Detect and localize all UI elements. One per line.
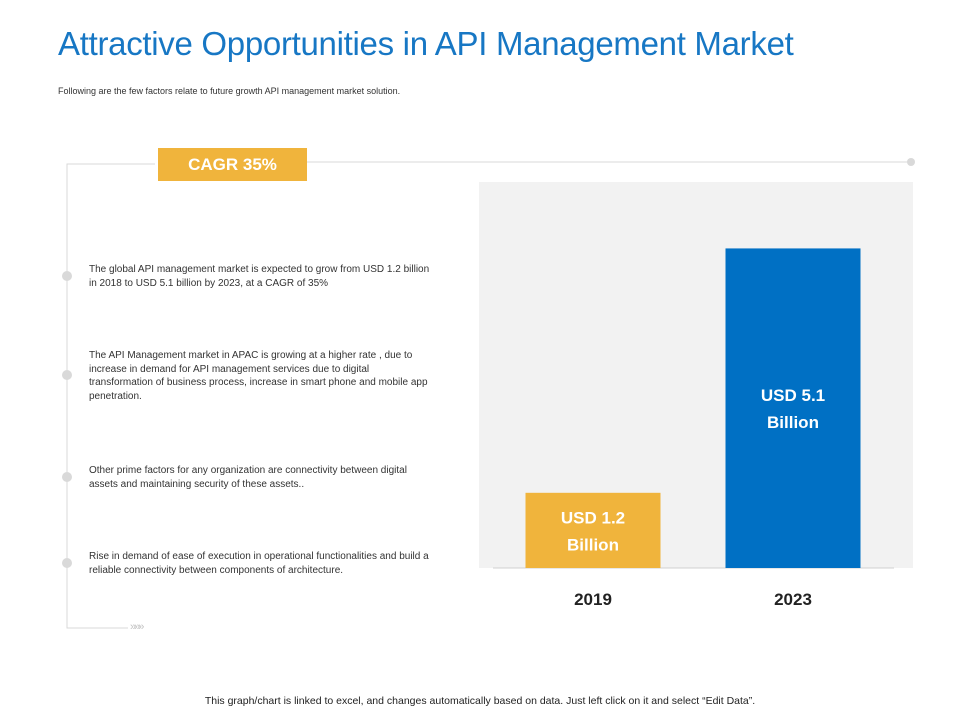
bar-data-label: USD 5.1 Billion — [761, 386, 825, 432]
x-tick-label: 2023 — [774, 590, 812, 609]
arrows-icon: »»» — [130, 621, 144, 633]
bar-2019 — [525, 492, 661, 568]
factor-text: Other prime factors for any organization… — [89, 465, 407, 490]
page-title: Attractive Opportunities in API Manageme… — [58, 25, 794, 62]
timeline-dot — [62, 370, 72, 380]
factor-text: The API Management market in APAC is gro… — [89, 350, 428, 402]
footer-note: This graph/chart is linked to excel, and… — [204, 695, 756, 707]
cagr-badge: CAGR 35% — [158, 148, 307, 181]
factor-text: Rise in demand of ease of execution in o… — [89, 551, 429, 576]
factor-text: The global API management market is expe… — [89, 264, 430, 289]
bar-data-label: USD 1.2 Billion — [561, 508, 625, 554]
x-tick-label: 2019 — [574, 590, 612, 609]
bar-2023 — [725, 248, 861, 569]
timeline-dot — [62, 271, 72, 281]
timeline-dot — [62, 472, 72, 482]
timeline-dot — [62, 558, 72, 568]
page-subtitle: Following are the few factors relate to … — [58, 86, 401, 96]
